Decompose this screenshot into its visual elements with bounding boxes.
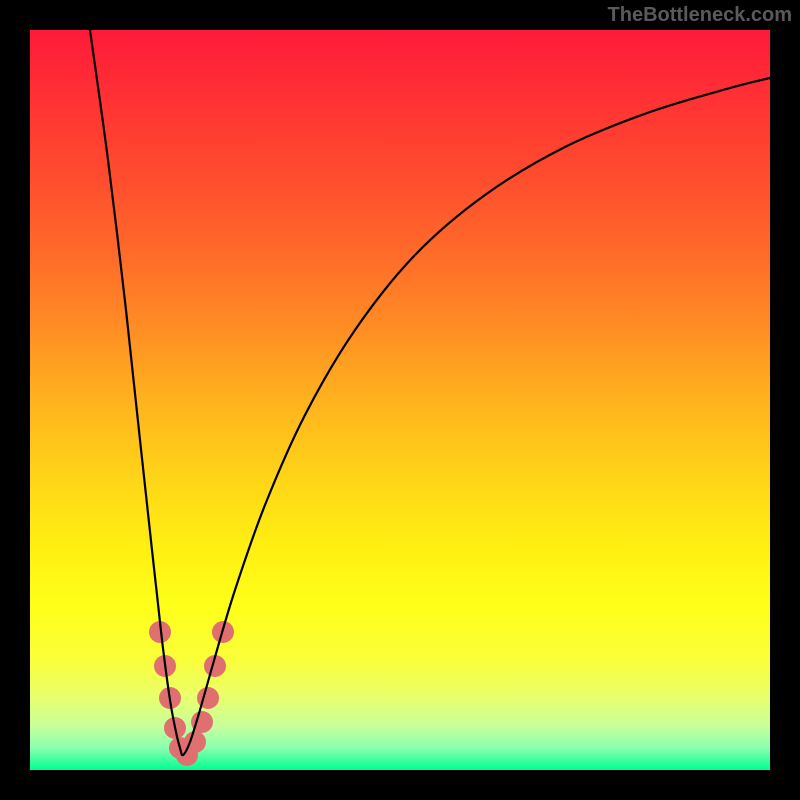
bottleneck-curve xyxy=(30,30,770,770)
outer-frame xyxy=(0,0,800,800)
curve-line xyxy=(90,30,770,755)
watermark-text: TheBottleneck.com xyxy=(608,4,792,27)
plot-area xyxy=(30,30,770,770)
